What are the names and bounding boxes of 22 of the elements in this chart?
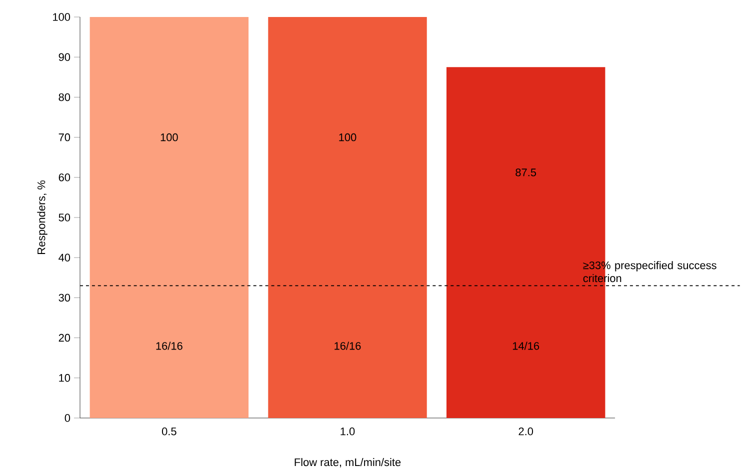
y-axis-title: Responders, %	[37, 180, 48, 254]
y-tick-label: 100	[53, 13, 70, 21]
annotation: 16/16	[334, 342, 361, 350]
annotation: 14/16	[512, 342, 540, 350]
y-tick-label: 90	[58, 53, 70, 61]
y-tick-label: 50	[58, 214, 70, 222]
y-tick-label: 40	[58, 254, 70, 262]
y-tick-label: 30	[58, 294, 70, 302]
data-label: 87.5	[516, 168, 536, 176]
x-tick-label: 0.5	[162, 428, 176, 436]
x-tick-label: 1.0	[340, 428, 355, 436]
y-tick-label: 10	[59, 374, 70, 382]
x-tick-label: 2.0	[518, 428, 534, 436]
y-tick-label: 60	[58, 174, 70, 182]
data-label: 100	[160, 133, 178, 142]
y-tick-label: 70	[58, 133, 70, 142]
x-axis-title: Flow rate, mL/min/site	[294, 458, 401, 468]
y-tick-label: 0	[64, 414, 70, 422]
y-tick-label: 80	[58, 93, 70, 102]
data-label: 100	[339, 133, 356, 142]
y-tick-label: 20	[58, 334, 70, 342]
annotation: 16/16	[156, 342, 182, 350]
